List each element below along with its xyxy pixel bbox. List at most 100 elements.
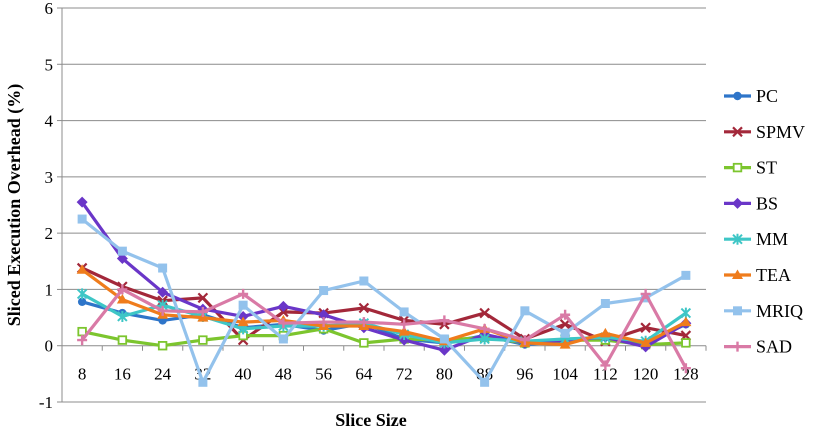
data-point [479, 333, 490, 345]
legend-label: PC [756, 86, 778, 106]
data-point [117, 335, 128, 345]
data-point [76, 196, 88, 208]
data-point [358, 317, 369, 328]
legend-label: TEA [756, 265, 791, 285]
data-point [157, 286, 169, 298]
data-point [640, 337, 652, 347]
data-point [479, 323, 490, 334]
series-line [81, 217, 687, 384]
x-tick-label: 24 [154, 365, 172, 384]
data-point [640, 288, 651, 299]
x-tick-label: 112 [593, 365, 618, 384]
data-point [640, 322, 651, 333]
data-point [680, 316, 692, 327]
data-point [157, 305, 168, 316]
legend: PC SPMV ST BS MM TEA MRIQ SAD [724, 86, 805, 357]
x-tick-label: 72 [396, 365, 413, 384]
x-tick-label: 64 [355, 365, 373, 384]
data-point [519, 335, 530, 346]
x-tick-label: 48 [275, 365, 292, 384]
legend-marker [732, 233, 743, 245]
legend-label: ST [756, 158, 777, 178]
data-point [479, 307, 490, 319]
data-point [399, 319, 410, 330]
data-point [277, 300, 289, 312]
x-tick-label: 96 [516, 365, 533, 384]
legend-label: SPMV [756, 122, 805, 142]
data-point [237, 316, 249, 327]
data-point [599, 327, 611, 338]
y-tick-label: 5 [45, 55, 54, 74]
data-point [318, 317, 329, 328]
data-point [76, 264, 88, 274]
legend-item-tea: TEA [724, 265, 791, 285]
data-point [197, 292, 209, 304]
series-line [80, 287, 688, 369]
x-tick-label: 120 [633, 365, 659, 384]
x-tick-label: 16 [114, 365, 131, 384]
data-point [680, 363, 691, 374]
legend-item-bs: BS [724, 193, 778, 213]
legend-marker [732, 341, 743, 352]
legend-item-mm: MM [724, 229, 788, 249]
legend-label: MRIQ [756, 301, 803, 321]
data-point [77, 335, 88, 346]
data-point [439, 334, 449, 344]
legend-item-sad: SAD [724, 337, 792, 357]
data-point [319, 286, 329, 296]
x-tick-label: 80 [436, 365, 453, 384]
data-point [681, 338, 691, 348]
data-point [117, 310, 128, 322]
legend-marker [732, 162, 743, 173]
data-point [278, 306, 289, 318]
legend-label: SAD [756, 337, 792, 357]
y-tick-label: 2 [45, 224, 54, 243]
data-point [559, 319, 571, 330]
y-tick-labels: -1 0 1 2 3 4 5 6 [39, 0, 54, 412]
data-point [398, 326, 410, 336]
data-point [359, 276, 369, 286]
data-point [520, 306, 530, 316]
legend-marker [732, 197, 743, 209]
data-point [359, 338, 369, 348]
data-point [439, 315, 450, 326]
data-point [600, 360, 611, 371]
data-point [399, 307, 409, 317]
legend-item-spmv: SPMV [724, 122, 805, 142]
legend-marker [732, 126, 743, 138]
data-point [116, 294, 128, 304]
data-point [238, 300, 248, 310]
data-point [238, 288, 249, 299]
data-point [559, 339, 571, 349]
data-point [480, 377, 490, 387]
x-tick-label: 40 [235, 365, 252, 384]
data-point [198, 377, 208, 387]
data-point [278, 318, 289, 329]
data-point [358, 302, 370, 314]
data-point [278, 334, 288, 344]
y-tick-label: 6 [45, 0, 54, 18]
legend-item-mriq: MRIQ [724, 301, 803, 321]
y-tick-label: 1 [45, 280, 54, 299]
data-point [318, 309, 330, 321]
x-tick-label: 8 [78, 365, 87, 384]
y-tick-label: 0 [45, 337, 54, 356]
y-axis-title: Sliced Execution Overhead (%) [4, 84, 25, 326]
data-point [197, 306, 208, 317]
legend-label: MM [756, 229, 788, 249]
data-point [600, 299, 610, 308]
data-point [116, 252, 128, 264]
data-point [560, 309, 571, 320]
data-point [77, 297, 87, 307]
x-tick-label: 128 [673, 365, 699, 384]
x-tick-label: 104 [552, 365, 578, 384]
data-point [77, 214, 87, 224]
data-point [438, 344, 450, 356]
data-point [76, 288, 88, 300]
data-point [117, 246, 127, 256]
data-point [158, 263, 168, 273]
data-point [117, 284, 128, 295]
y-tick-label: 4 [45, 112, 54, 131]
data-point [157, 341, 168, 351]
